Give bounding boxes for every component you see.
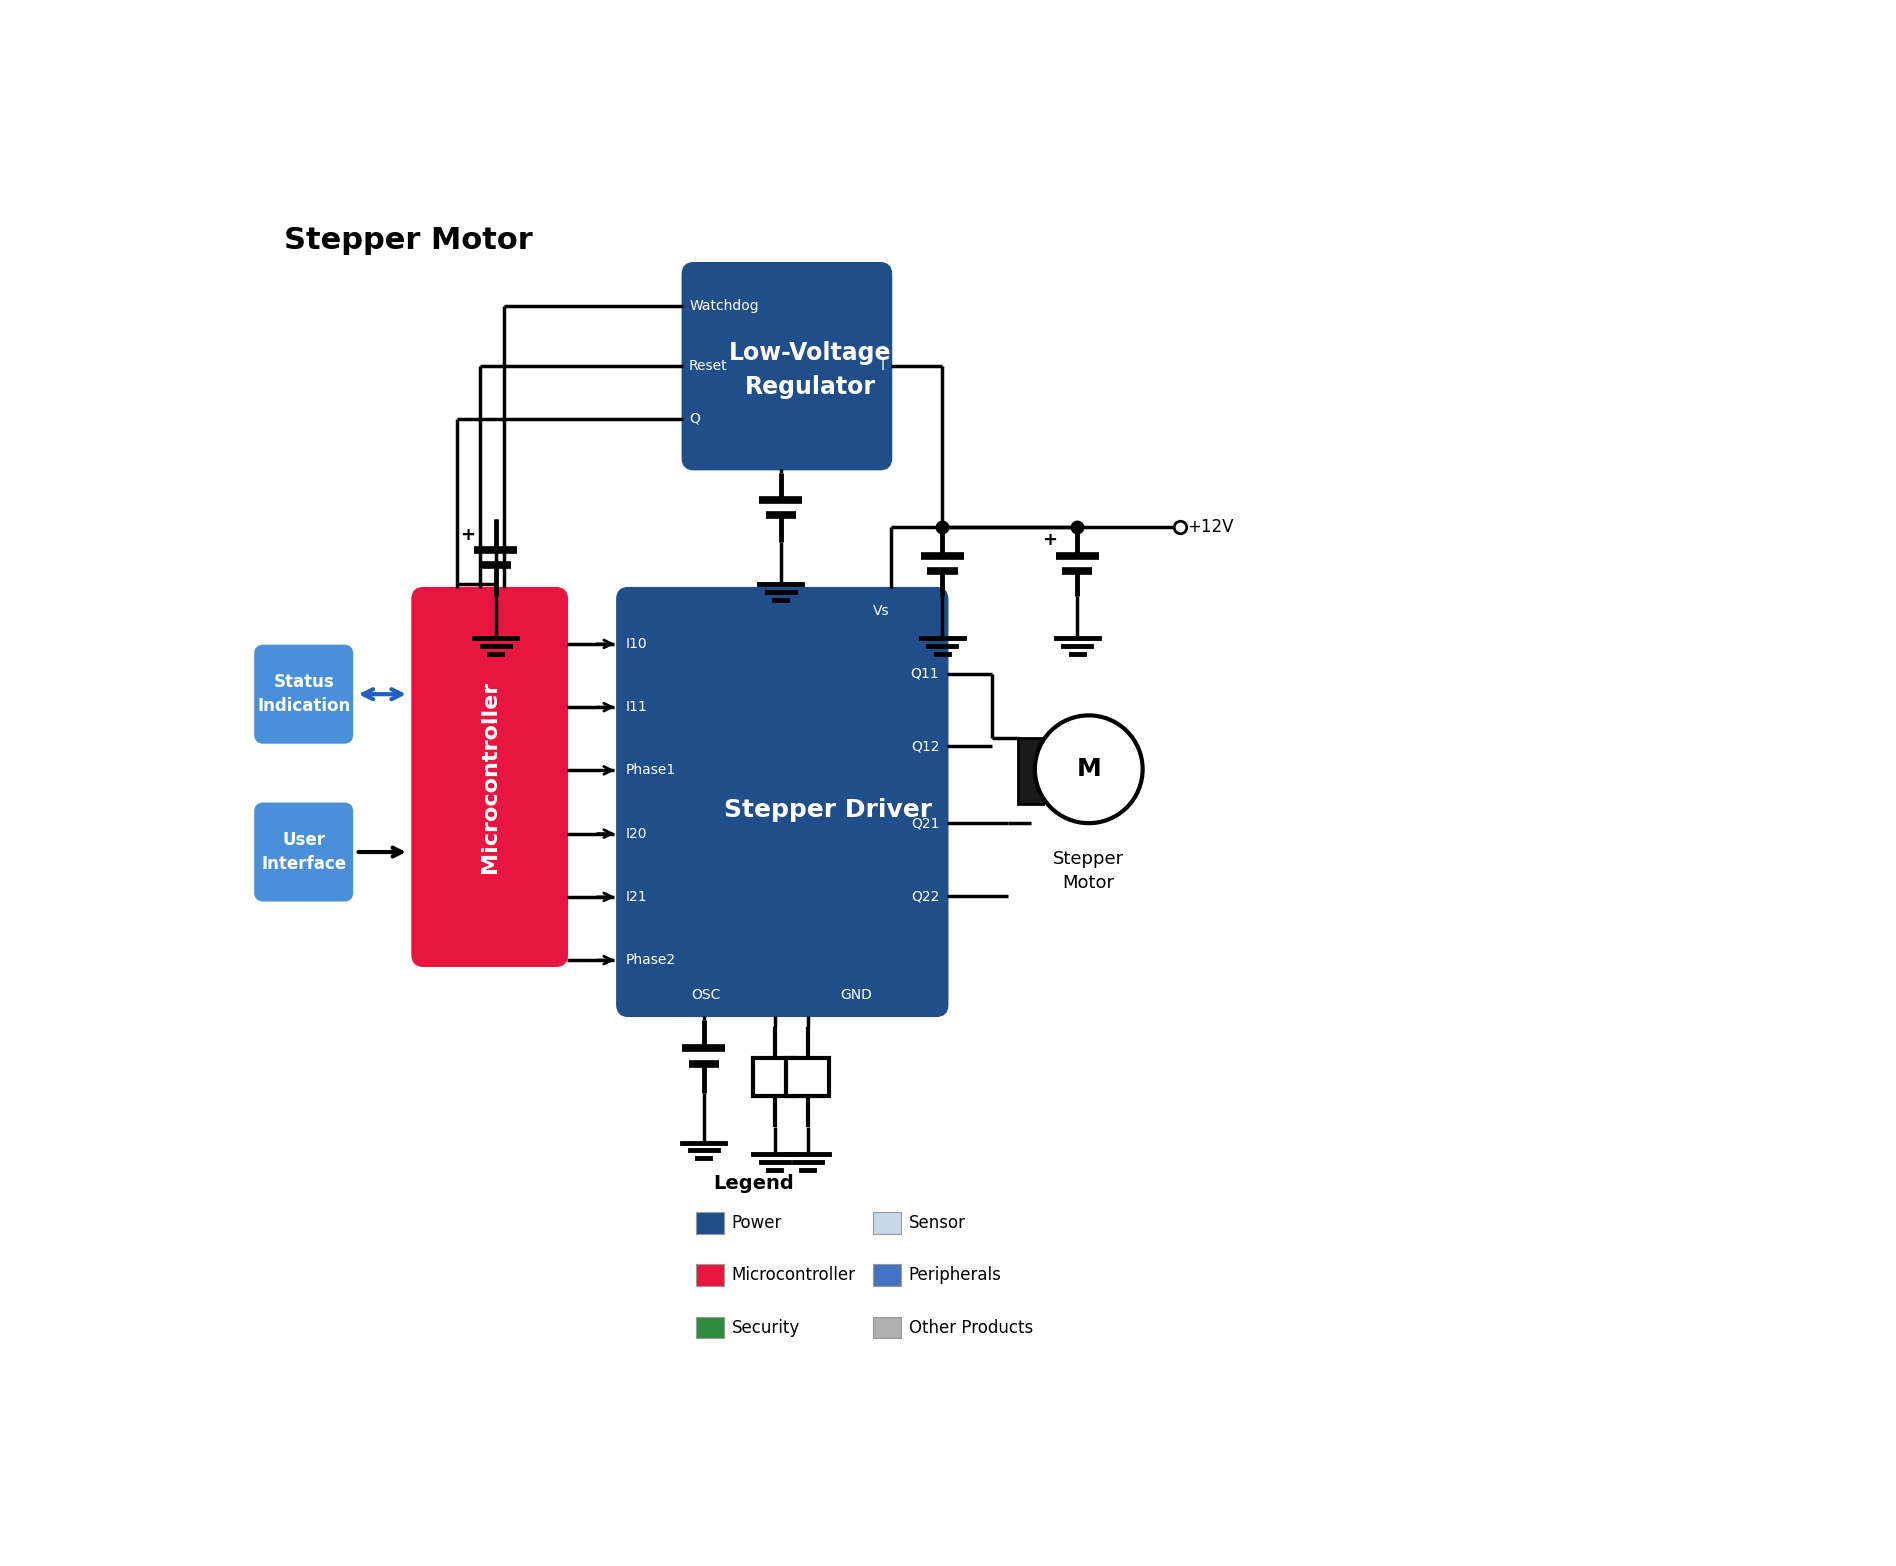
Text: Microcontroller: Microcontroller [732, 1267, 855, 1284]
Text: I: I [880, 359, 885, 373]
Text: Q11: Q11 [910, 667, 939, 681]
Text: Phase2: Phase2 [626, 954, 675, 968]
Text: Q12: Q12 [910, 739, 939, 753]
Text: Q: Q [688, 412, 700, 426]
Text: Vs: Vs [874, 604, 889, 617]
Bar [753, 1059, 796, 1096]
Text: +: + [1043, 531, 1056, 550]
Bar [696, 1264, 724, 1286]
FancyBboxPatch shape [618, 589, 948, 1016]
Text: GND: GND [840, 988, 872, 1002]
Text: Other Products: Other Products [908, 1319, 1033, 1336]
Text: Sensor: Sensor [908, 1214, 965, 1232]
Text: Low-Voltage
Regulator: Low-Voltage Regulator [728, 341, 891, 399]
Bar [874, 1317, 901, 1339]
Text: Stepper Driver: Stepper Driver [724, 797, 933, 822]
Text: Peripherals: Peripherals [908, 1267, 1001, 1284]
Bar [874, 1212, 901, 1234]
Text: Phase1: Phase1 [626, 763, 675, 777]
Text: Q21: Q21 [910, 816, 939, 830]
Text: +12V: +12V [1187, 518, 1234, 536]
FancyBboxPatch shape [256, 803, 353, 900]
Circle shape [1035, 716, 1143, 824]
Text: Power: Power [732, 1214, 781, 1232]
Text: Q22: Q22 [910, 889, 939, 904]
Text: +: + [461, 526, 476, 543]
Text: M: M [1077, 758, 1102, 781]
Text: Security: Security [732, 1319, 800, 1336]
FancyBboxPatch shape [683, 263, 891, 468]
Bar [1018, 739, 1043, 803]
FancyBboxPatch shape [256, 647, 353, 742]
Text: Stepper Motor: Stepper Motor [284, 226, 533, 255]
FancyBboxPatch shape [413, 589, 567, 966]
Text: Stepper
Motor: Stepper Motor [1052, 850, 1124, 891]
Text: OSC: OSC [692, 988, 720, 1002]
Bar [696, 1317, 724, 1339]
Bar [696, 1212, 724, 1234]
Text: I21: I21 [626, 889, 647, 904]
Text: Reset: Reset [688, 359, 728, 373]
Text: Watchdog: Watchdog [688, 299, 758, 313]
Text: Microcontroller: Microcontroller [480, 681, 501, 874]
Text: I20: I20 [626, 827, 647, 841]
Bar [874, 1264, 901, 1286]
Text: User
Interface: User Interface [262, 832, 347, 872]
Text: Status
Indication: Status Indication [258, 673, 351, 716]
Text: I10: I10 [626, 637, 647, 651]
Bar [787, 1059, 829, 1096]
Text: I11: I11 [626, 700, 647, 714]
Text: Legend: Legend [713, 1174, 794, 1193]
